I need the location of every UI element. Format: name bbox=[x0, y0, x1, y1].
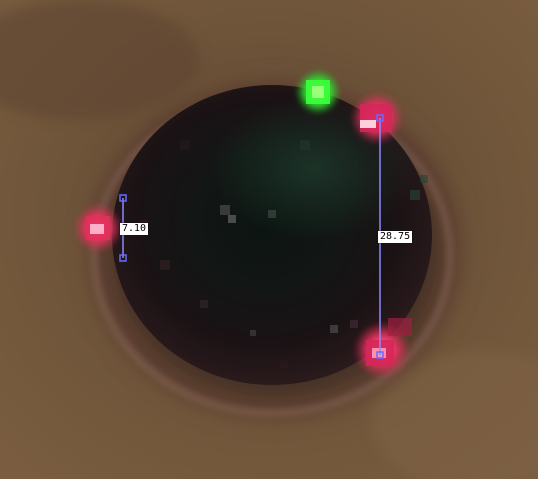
measure-handle[interactable] bbox=[376, 114, 384, 122]
measure-handle[interactable] bbox=[119, 254, 127, 262]
measurement-label-2: 28.75 bbox=[378, 231, 413, 243]
measurement-label-1: 7.10 bbox=[120, 223, 149, 235]
pixel-noise bbox=[140, 140, 428, 368]
iris-tint bbox=[170, 100, 430, 280]
measure-handle[interactable] bbox=[376, 351, 384, 359]
measure-handle[interactable] bbox=[119, 194, 127, 202]
